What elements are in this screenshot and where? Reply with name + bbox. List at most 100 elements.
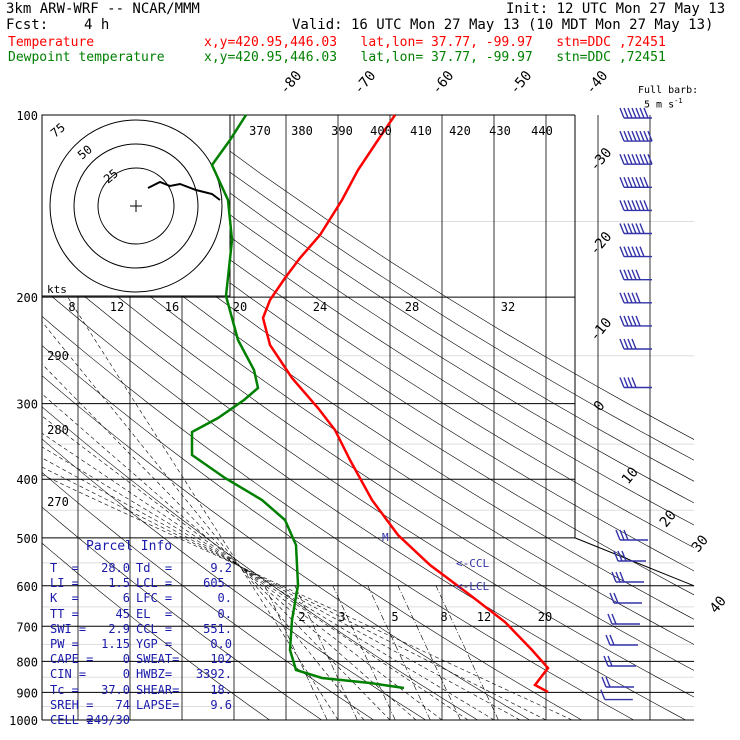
forecast-value: 4 h: [84, 17, 110, 33]
parcel-value: 0.0: [210, 636, 232, 651]
theta-label: 420: [449, 124, 471, 138]
wind-barb-feather: [635, 246, 641, 257]
parcel-row: LI = 1.5 LCL = 605.: [50, 576, 240, 591]
wind-barb: [603, 655, 636, 667]
parcel-value: 605.: [203, 576, 232, 591]
wind-barb-feather: [621, 550, 627, 562]
parcel-row: PW = 1.15 YGP = 0.0: [50, 637, 240, 652]
wind-barb-feather: [639, 246, 645, 257]
dry-adiabat: [42, 287, 686, 720]
temperature-line: [261, 114, 550, 694]
dry-adiabat: [126, 115, 694, 482]
mixing-ratio-line: [367, 585, 431, 720]
mixing-ratio-line: [397, 585, 461, 720]
parcel-info-box: Parcel Info T = 28.0 Td = 9.2 LI = 1.5 LCL = 60…: [44, 537, 244, 727]
parcel-key: CAPE =: [50, 652, 94, 667]
wind-barb-feather: [619, 571, 625, 583]
mixing-ratio-label: 2: [298, 610, 305, 624]
wind-barb-feather: [631, 269, 637, 280]
pressure-label: 800: [16, 655, 38, 669]
dry-adiabat: [42, 542, 270, 720]
wind-barb: [609, 592, 642, 604]
wind-barb: [607, 613, 640, 625]
wind-barb-feather: [643, 153, 649, 165]
kts-label: kts: [47, 283, 67, 296]
wind-barb: [611, 571, 644, 583]
parcel-value: 0: [122, 667, 130, 682]
dewpoint-legend: Dewpoint temperature: [8, 50, 165, 65]
ccl-marker: <-CCL: [456, 557, 489, 570]
profiles: [190, 114, 550, 694]
mixing-ratio-line: [435, 585, 499, 720]
wind-barb-feather: [605, 676, 611, 688]
parcel-row: CAPE = 0 SWEAT= 102: [50, 652, 240, 667]
theta-label: 390: [331, 124, 353, 138]
wind-barb-feather: [631, 377, 637, 388]
wind-barb-feather: [631, 177, 637, 188]
parcel-key: CELL =: [50, 712, 94, 727]
parcel-key: LFC =: [136, 591, 173, 606]
wind-barb-feather: [611, 613, 617, 625]
parcel-key: K =: [50, 591, 79, 606]
parcel-value: 102: [210, 652, 232, 667]
wind-barb-feather: [627, 153, 633, 165]
dry-adiabat: [153, 115, 694, 461]
theta-label: 430: [489, 124, 511, 138]
wind-barb-feather: [619, 292, 625, 304]
parcel-row: Tc = 37.0 SHEAR= 18.: [50, 683, 240, 698]
parcel-value: 6: [122, 591, 130, 606]
hodograph-trace: [147, 180, 221, 201]
wind-barb-feather: [627, 107, 633, 119]
wind-barb-feather: [623, 177, 629, 188]
pressure-label: 500: [16, 532, 38, 546]
pressure-label: 400: [16, 473, 38, 487]
wind-barb-feather: [631, 315, 637, 327]
wind-barb: [619, 377, 652, 389]
parcel-row: K = 6 LFC = 0.: [50, 591, 240, 606]
wind-barb-feather: [643, 130, 649, 142]
wind-barb-feather: [619, 153, 625, 165]
pressure-label: 1000: [9, 714, 38, 728]
pressure-label: 600: [16, 580, 38, 594]
parcel-info-title: Parcel Info: [86, 539, 173, 554]
wind-barb-feather: [643, 200, 649, 211]
parcel-value: 37.0: [101, 682, 130, 697]
dry-adiabat: [42, 315, 634, 720]
mixing-ratio-label: 5: [391, 610, 398, 624]
wind-barb-feather: [619, 200, 625, 211]
parcel-key: LAPSE=: [136, 697, 180, 712]
theta-label: 290: [47, 349, 69, 363]
wind-barb: [619, 223, 652, 235]
full-barb-label: Full barb:: [638, 85, 699, 96]
wind-barb-feather: [613, 550, 619, 562]
dewpoint-line: [190, 114, 405, 690]
wind-barb-feather: [619, 377, 625, 388]
wind-barb-feather: [607, 655, 613, 667]
isotherm-label: -30: [587, 145, 616, 175]
parcel-value: 249/30: [86, 712, 130, 727]
wind-barb-feather: [647, 153, 653, 165]
wind-barbs: [600, 107, 653, 701]
wind-barb: [619, 338, 652, 350]
wind-barb: [619, 153, 653, 165]
wind-barb-feather: [603, 655, 609, 667]
wind-barb: [619, 177, 652, 189]
wind-barb-feather: [627, 292, 633, 304]
speed-label: 8: [68, 300, 75, 314]
wind-barb-feather: [623, 529, 629, 541]
theta-label: 400: [370, 124, 392, 138]
parcel-row: T = 28.0 Td = 9.2: [50, 561, 240, 576]
dry-adiabat: [42, 506, 322, 720]
pressure-label: 100: [16, 109, 38, 123]
isotherm-label: -40: [583, 68, 612, 98]
wind-barb-feather: [615, 571, 621, 583]
wind-barb-feather: [635, 177, 641, 188]
moist-adiabat: [42, 321, 365, 720]
temperature-location: x,y=420.95,446.03 lat,lon= 37.77, -99.97…: [204, 35, 666, 50]
parcel-row: CIN = 0 HWBZ= 3392.: [50, 667, 240, 682]
theta-label: 410: [410, 124, 432, 138]
wind-barb-feather: [631, 130, 637, 142]
isotherm-label: 10: [619, 464, 642, 487]
mixing-ratio-label: 8: [440, 610, 447, 624]
wind-barb-feather: [631, 338, 637, 350]
